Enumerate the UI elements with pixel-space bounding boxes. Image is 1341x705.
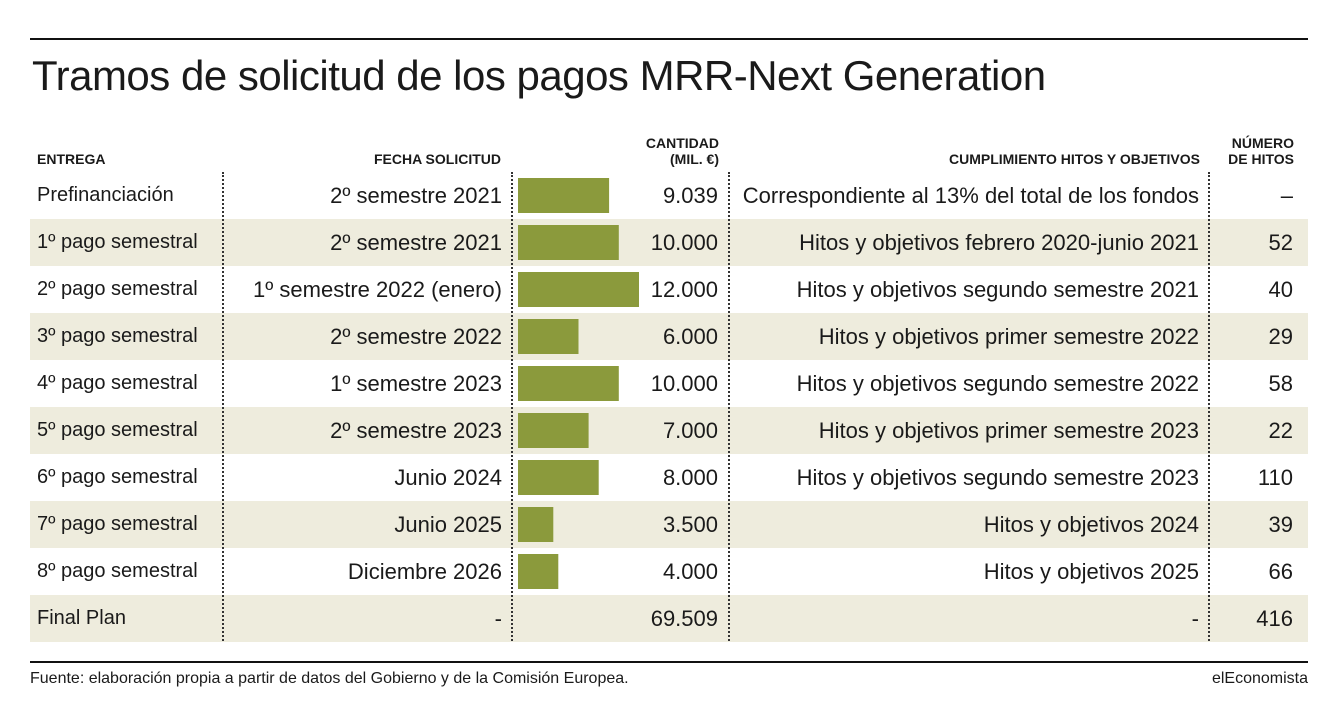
column-divider — [511, 172, 513, 641]
hitos-cell: 110 — [1257, 465, 1293, 490]
cantidad-label: 7.000 — [662, 418, 718, 443]
entrega-cell: Final Plan — [37, 607, 126, 629]
table-row: 7º pago semestral Junio 2025 3.500 Hitos y … — [30, 501, 1308, 548]
bottom-rule — [30, 661, 1308, 663]
header-entrega: ENTREGA — [37, 151, 106, 167]
cumplimiento-cell: Hitos y objetivos febrero 2020-junio 202… — [799, 230, 1199, 255]
cantidad-label: 3.500 — [662, 512, 718, 537]
header-fecha: FECHA SOLICITUD — [373, 151, 501, 167]
column-divider — [1208, 172, 1210, 641]
cantidad-label: 10.000 — [650, 230, 718, 255]
source-note: Fuente: elaboración propia a partir de d… — [30, 670, 629, 687]
hitos-cell: 29 — [1268, 324, 1293, 349]
hitos-cell: – — [1280, 183, 1293, 208]
fecha-cell: Diciembre 2026 — [347, 559, 502, 584]
fecha-cell: 2º semestre 2021 — [330, 230, 502, 255]
cantidad-label: 4.000 — [662, 559, 718, 584]
fecha-cell: Junio 2025 — [394, 512, 502, 537]
table-row: 5º pago semestral 2º semestre 2023 7.000 Hi… — [30, 407, 1308, 454]
header-hitos-line1: NÚMERO — [1231, 135, 1294, 151]
entrega-cell: 2º pago semestral — [37, 278, 198, 300]
cumplimiento-cell: Correspondiente al 13% del total de los … — [742, 183, 1199, 208]
chart-title: Tramos de solicitud de los pagos MRR-Nex… — [32, 52, 1046, 99]
fecha-cell: 2º semestre 2023 — [330, 418, 502, 443]
fecha-cell: 2º semestre 2021 — [330, 183, 502, 208]
cantidad-label: 9.039 — [662, 183, 718, 208]
cantidad-label: 8.000 — [662, 465, 718, 490]
cumplimiento-cell: Hitos y objetivos segundo semestre 2021 — [796, 277, 1199, 302]
header-cantidad-line2: (MIL. €) — [670, 151, 719, 167]
fecha-cell: 1º semestre 2023 — [330, 371, 502, 396]
hitos-cell: 66 — [1268, 559, 1293, 584]
fecha-cell: 2º semestre 2022 — [330, 324, 502, 349]
table-row: 2º pago semestral 1º semestre 2022 (enero… — [30, 266, 1308, 313]
column-divider — [728, 172, 730, 641]
entrega-cell: 4º pago semestral — [37, 372, 198, 394]
entrega-cell: 8º pago semestral — [37, 560, 198, 582]
fecha-cell: 1º semestre 2022 (enero) — [253, 277, 502, 302]
entrega-cell: 3º pago semestral — [37, 325, 198, 347]
brand-logo: elEconomista — [1211, 670, 1308, 687]
header-cumplimiento: CUMPLIMIENTO HITOS Y OBJETIVOS — [948, 151, 1200, 167]
cantidad-label: 10.000 — [650, 371, 718, 396]
table-row: 1º pago semestral 2º semestre 2021 10.000 H… — [30, 219, 1308, 266]
cumplimiento-cell: Hitos y objetivos segundo semestre 2023 — [796, 465, 1199, 490]
header-hitos-line2: DE HITOS — [1228, 151, 1294, 167]
hitos-cell: 39 — [1268, 512, 1293, 537]
header-cantidad: CANTIDAD (MIL. €) — [646, 135, 719, 167]
entrega-cell: 1º pago semestral — [37, 231, 198, 253]
cumplimiento-cell: Hitos y objetivos 2025 — [983, 559, 1199, 584]
cumplimiento-cell: Hitos y objetivos 2024 — [983, 512, 1199, 537]
column-divider — [222, 172, 224, 641]
cumplimiento-cell: Hitos y objetivos primer semestre 2022 — [818, 324, 1199, 349]
hitos-cell: 52 — [1268, 230, 1293, 255]
cumplimiento-cell: Hitos y objetivos primer semestre 2023 — [818, 418, 1199, 443]
table-row: Prefinanciación 2º semestre 2021 9.039 Corr… — [30, 172, 1308, 219]
entrega-cell: 7º pago semestral — [37, 513, 198, 535]
total-row: Final Plan - 69.509 - 416 — [30, 595, 1308, 642]
cumplimiento-cell: - — [1191, 606, 1199, 631]
header-cantidad-line1: CANTIDAD — [645, 135, 719, 151]
cantidad-label: 6.000 — [662, 324, 718, 349]
hitos-cell: 58 — [1268, 371, 1293, 396]
hitos-cell: 40 — [1268, 277, 1293, 302]
entrega-cell: 5º pago semestral — [37, 419, 198, 441]
entrega-cell: 6º pago semestral — [37, 466, 198, 488]
table-row: 3º pago semestral 2º semestre 2022 6.000 Hi… — [30, 313, 1308, 360]
cumplimiento-cell: Hitos y objetivos segundo semestre 2022 — [796, 371, 1199, 396]
table-row: 8º pago semestral Diciembre 2026 4.000 Hito… — [30, 548, 1308, 595]
cantidad-label: 12.000 — [650, 277, 718, 302]
cantidad-label: 69.509 — [650, 606, 718, 631]
table-row: 4º pago semestral 1º semestre 2023 10.000 H… — [30, 360, 1308, 407]
fecha-cell: - — [494, 606, 502, 631]
hitos-cell: 416 — [1256, 606, 1293, 631]
header-hitos: NÚMERO DE HITOS — [1228, 135, 1294, 167]
hitos-cell: 22 — [1268, 418, 1293, 443]
fecha-cell: Junio 2024 — [394, 465, 502, 490]
entrega-cell: Prefinanciación — [37, 184, 174, 206]
top-rule — [30, 38, 1308, 40]
table-row: 6º pago semestral Junio 2024 8.000 Hitos y … — [30, 454, 1308, 501]
